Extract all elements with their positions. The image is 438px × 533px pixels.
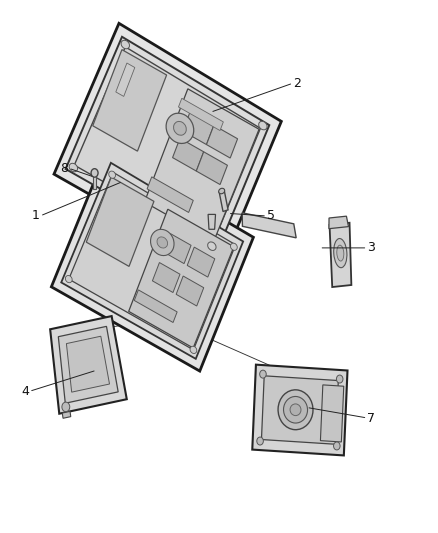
Polygon shape bbox=[129, 209, 234, 348]
Polygon shape bbox=[152, 263, 180, 293]
Ellipse shape bbox=[259, 122, 267, 130]
Ellipse shape bbox=[157, 237, 168, 248]
Ellipse shape bbox=[109, 171, 116, 179]
Polygon shape bbox=[219, 190, 228, 212]
Polygon shape bbox=[147, 177, 193, 213]
Polygon shape bbox=[329, 223, 351, 287]
Ellipse shape bbox=[65, 276, 72, 282]
Ellipse shape bbox=[219, 188, 225, 194]
Ellipse shape bbox=[278, 390, 313, 430]
Polygon shape bbox=[178, 98, 223, 131]
Polygon shape bbox=[183, 112, 214, 144]
Polygon shape bbox=[54, 23, 281, 269]
Ellipse shape bbox=[337, 245, 344, 261]
Polygon shape bbox=[58, 326, 118, 403]
Ellipse shape bbox=[166, 113, 194, 143]
Polygon shape bbox=[66, 37, 269, 254]
Ellipse shape bbox=[62, 402, 70, 411]
Polygon shape bbox=[252, 365, 347, 455]
Text: 2: 2 bbox=[293, 77, 301, 90]
Polygon shape bbox=[208, 214, 215, 229]
Text: 1: 1 bbox=[32, 209, 40, 222]
Ellipse shape bbox=[173, 122, 186, 135]
Ellipse shape bbox=[121, 41, 130, 49]
Polygon shape bbox=[196, 152, 227, 184]
Polygon shape bbox=[93, 173, 96, 189]
Polygon shape bbox=[145, 89, 259, 241]
Ellipse shape bbox=[334, 442, 340, 450]
Polygon shape bbox=[261, 376, 338, 445]
Text: 5: 5 bbox=[267, 209, 275, 222]
Text: 8: 8 bbox=[60, 161, 68, 175]
Polygon shape bbox=[134, 290, 177, 322]
Polygon shape bbox=[242, 213, 296, 238]
Polygon shape bbox=[86, 177, 154, 266]
Polygon shape bbox=[51, 151, 254, 371]
Ellipse shape bbox=[151, 229, 174, 256]
Polygon shape bbox=[321, 385, 344, 442]
Polygon shape bbox=[206, 125, 237, 158]
Ellipse shape bbox=[336, 375, 343, 383]
Polygon shape bbox=[329, 216, 349, 229]
Text: 7: 7 bbox=[367, 411, 375, 424]
Polygon shape bbox=[163, 233, 191, 264]
Text: 4: 4 bbox=[21, 385, 29, 398]
Ellipse shape bbox=[69, 163, 78, 172]
Ellipse shape bbox=[190, 346, 197, 353]
Polygon shape bbox=[61, 163, 243, 359]
Polygon shape bbox=[176, 276, 204, 306]
Ellipse shape bbox=[260, 370, 266, 378]
Polygon shape bbox=[187, 247, 215, 277]
Polygon shape bbox=[74, 47, 261, 244]
Polygon shape bbox=[173, 139, 204, 171]
Text: 3: 3 bbox=[367, 241, 375, 254]
Polygon shape bbox=[69, 172, 236, 350]
Ellipse shape bbox=[283, 397, 307, 423]
Ellipse shape bbox=[208, 242, 216, 251]
Polygon shape bbox=[62, 411, 71, 418]
Ellipse shape bbox=[230, 243, 237, 251]
Ellipse shape bbox=[257, 437, 263, 445]
Polygon shape bbox=[67, 336, 110, 392]
Ellipse shape bbox=[91, 168, 98, 177]
Ellipse shape bbox=[290, 404, 301, 416]
Ellipse shape bbox=[334, 238, 347, 268]
Polygon shape bbox=[93, 50, 166, 151]
Polygon shape bbox=[50, 316, 127, 414]
Polygon shape bbox=[116, 63, 135, 96]
